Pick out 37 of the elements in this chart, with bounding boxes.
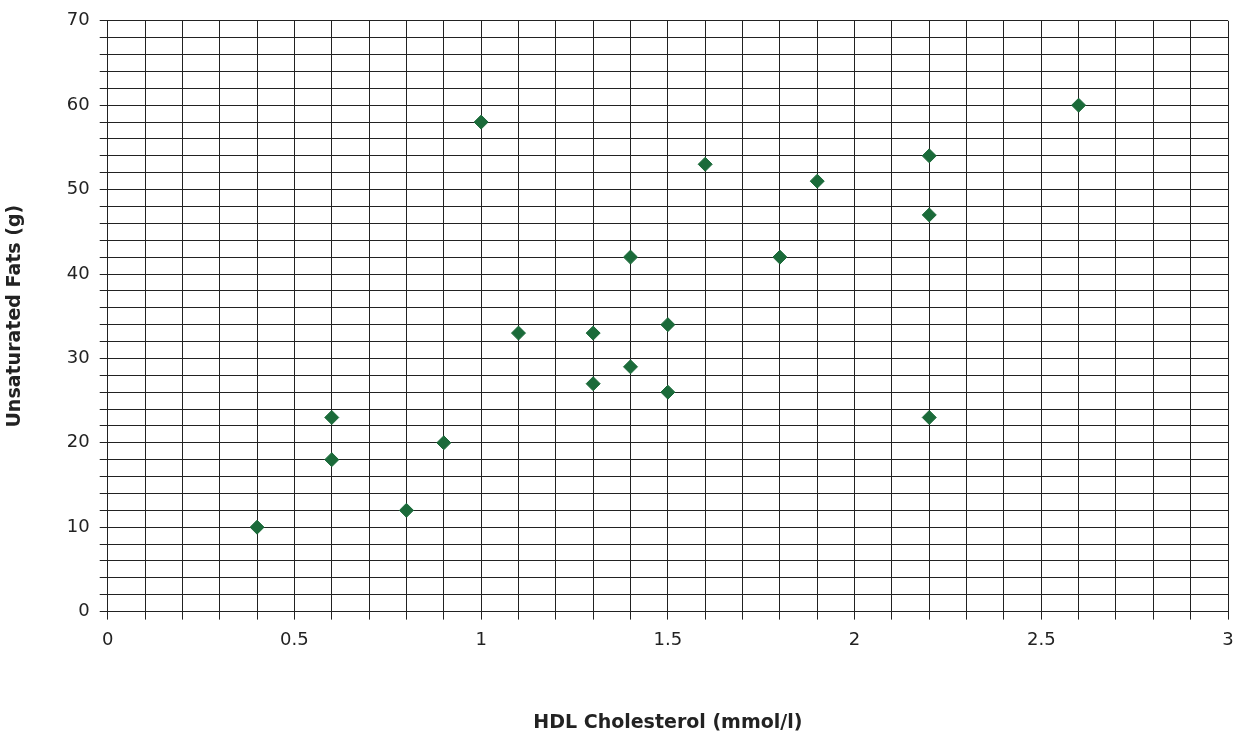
point	[809, 173, 825, 189]
y-tick-label: 30	[66, 346, 90, 368]
y-tick-label: 50	[66, 177, 90, 199]
point	[324, 409, 340, 425]
y-tick-label: 20	[66, 430, 90, 452]
x-axis-title: HDL Cholesterol (mmol/l)	[533, 709, 803, 732]
point	[249, 519, 265, 535]
x-tick-label: 2	[848, 628, 861, 650]
point	[623, 359, 639, 375]
x-tick-label: 2.5	[1026, 628, 1056, 650]
point	[921, 207, 937, 223]
point	[660, 384, 676, 400]
x-tick-label: 3	[1222, 628, 1234, 650]
point	[772, 249, 788, 265]
x-tick-label: 1.5	[653, 628, 683, 650]
y-axis-title: Unsaturated Fats (g)	[2, 204, 25, 428]
y-tick-label: 60	[66, 92, 90, 114]
point	[510, 325, 526, 341]
point	[660, 317, 676, 333]
point	[585, 376, 601, 392]
point	[324, 452, 340, 468]
point	[473, 114, 489, 130]
y-tick-label: 40	[66, 261, 90, 283]
point	[585, 325, 601, 341]
y-tick-label: 10	[66, 514, 90, 536]
point	[697, 156, 713, 172]
y-tick-label: 70	[66, 8, 90, 30]
x-tick-label: 0.5	[280, 628, 309, 650]
point	[398, 502, 414, 518]
x-tick-label: 1	[475, 628, 487, 650]
point	[436, 435, 452, 451]
y-tick-label: 0	[78, 599, 90, 621]
point	[921, 148, 937, 164]
x-tick-label: 0	[101, 628, 114, 650]
point	[921, 409, 937, 425]
point	[623, 249, 639, 265]
point	[1071, 97, 1087, 113]
